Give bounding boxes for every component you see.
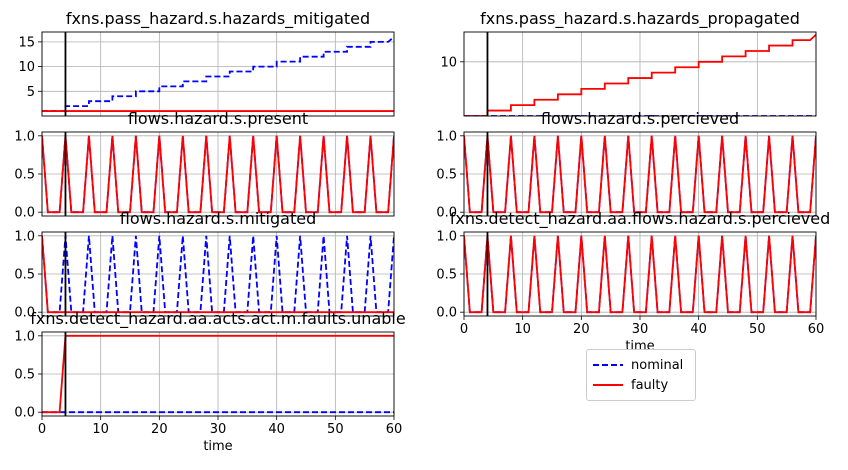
series-faulty [464, 34, 816, 116]
x-tick-label-3: 30 [632, 322, 649, 337]
panel-title: fxns.detect_hazard.aa.acts.act.m.faults.… [30, 309, 405, 329]
x-tick-label-2: 20 [151, 422, 168, 437]
x-tick-label-1: 10 [92, 422, 109, 437]
series-nominal [42, 36, 394, 112]
panel-title: fxns.pass_hazard.s.hazards_propagated [480, 9, 800, 29]
x-tick-label-6: 60 [808, 322, 825, 337]
x-tick-label-3: 30 [210, 422, 227, 437]
y-tick-label-1: 0.5 [14, 268, 35, 283]
y-tick-label-1: 10 [18, 60, 35, 75]
legend-nominal-line-icon [593, 364, 623, 366]
y-tick-label-1: 0.5 [14, 368, 35, 383]
x-tick-label-1: 10 [514, 322, 531, 337]
panel-title: flows.hazard.s.mitigated [120, 209, 316, 228]
y-tick-label-0: 0.0 [436, 306, 457, 321]
y-tick-label-2: 1.0 [436, 229, 457, 244]
y-tick-label-0: 0.0 [14, 406, 35, 421]
axes-frame [41, 31, 395, 117]
y-tick-label-0: 0.0 [14, 206, 35, 221]
axes-frame [463, 31, 817, 117]
x-tick-label-4: 40 [268, 422, 285, 437]
x-tick-label-2: 20 [573, 322, 590, 337]
y-tick-label-2: 1.0 [436, 129, 457, 144]
x-axis-label: time [203, 439, 232, 454]
panel-title: flows.hazard.s.percieved [541, 109, 739, 128]
panel-5: 0 10 20 30 40 50 60 0.0 0.5 1.0fxns.detect_hazard… [436, 209, 830, 354]
legend-faulty-line-icon [593, 384, 623, 386]
legend-entry-faulty: faulty [593, 376, 668, 394]
series-faulty [42, 135, 394, 214]
axes-frame [41, 331, 395, 417]
x-tick-label-5: 50 [327, 422, 344, 437]
panel-title: flows.hazard.s.present [128, 109, 308, 128]
panel-2: 0.0 0.5 1.0 flows.hazard.s.present [14, 109, 395, 221]
legend: nominal faulty [586, 349, 696, 401]
panel-6: 0 10 20 30 40 50 60 0.0 0.5 1.0fxns.detect_hazard… [14, 309, 405, 454]
legend-entry-nominal: nominal [593, 356, 683, 374]
panel-1: 10 fxns.pass_hazard.s.hazards_propagated [440, 9, 817, 117]
y-tick-label-1: 0.5 [14, 168, 35, 183]
y-tick-label-2: 1.0 [14, 229, 35, 244]
series-faulty [464, 235, 816, 314]
x-tick-label-0: 0 [460, 322, 468, 337]
axes-frame [41, 131, 395, 217]
y-tick-label-2: 1.0 [14, 129, 35, 144]
series-faulty [42, 334, 394, 414]
axes-frame [463, 131, 817, 217]
panel-title: fxns.pass_hazard.s.hazards_mitigated [66, 9, 370, 29]
axes-frame [41, 231, 395, 317]
x-tick-label-6: 60 [386, 422, 403, 437]
y-tick-label-1: 0.5 [436, 268, 457, 283]
y-tick-label-0: 5 [27, 85, 35, 100]
panel-4: 0.0 0.5 1.0 flows.hazard.s.mitigated [14, 209, 395, 321]
legend-label-nominal: nominal [631, 357, 684, 373]
panel-3: 0.0 0.5 1.0 flows.hazard.s.percieved [436, 109, 817, 221]
y-tick-label-2: 15 [18, 35, 35, 50]
legend-label-faulty: faulty [631, 377, 669, 393]
series-faulty [464, 135, 816, 214]
y-tick-label-0: 0.0 [436, 206, 457, 221]
panel-0: 5 10 15 fxns.pass_hazard.s.hazards_mitigate… [18, 9, 395, 117]
y-tick-label-2: 1.0 [14, 329, 35, 344]
y-tick-label-0: 10 [440, 55, 457, 70]
y-tick-label-1: 0.5 [436, 168, 457, 183]
axes-frame [463, 231, 817, 317]
y-tick-label-0: 0.0 [14, 306, 35, 321]
x-tick-label-5: 50 [749, 322, 766, 337]
x-tick-label-4: 40 [690, 322, 707, 337]
series-faulty [42, 235, 394, 314]
x-tick-label-0: 0 [38, 422, 46, 437]
panel-title: fxns.detect_hazard.aa.flows.hazard.s.per… [450, 209, 831, 229]
